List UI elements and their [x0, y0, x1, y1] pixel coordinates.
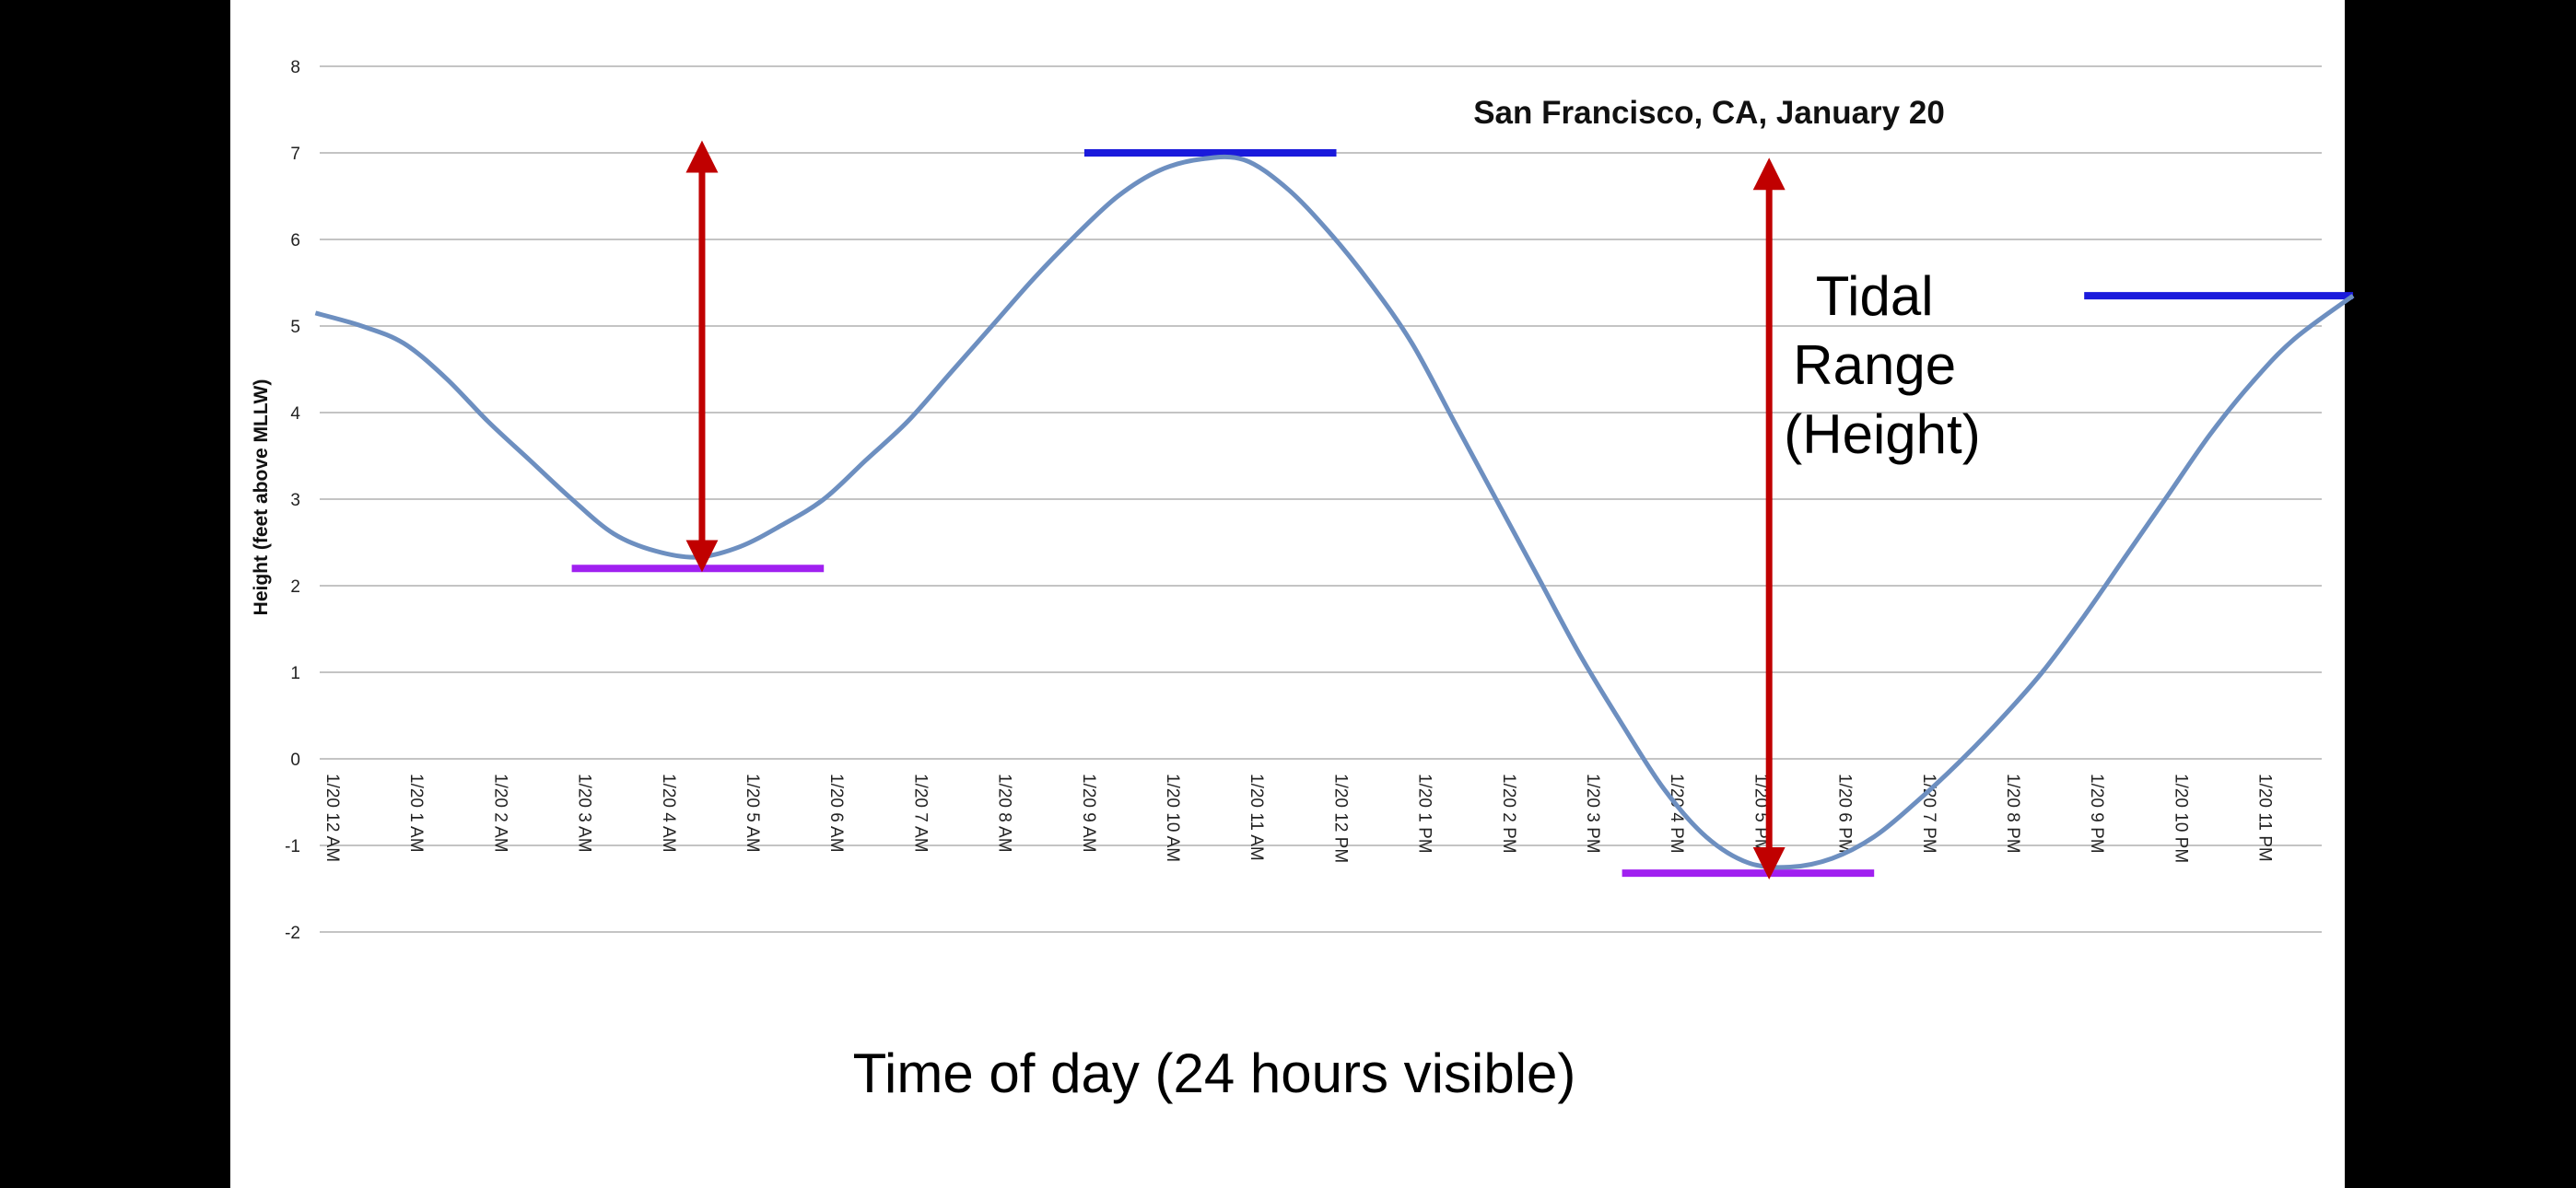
x-tick-label: 1/20 2 AM [490, 774, 509, 853]
y-tick-label: 5 [290, 318, 300, 337]
chart-title: San Francisco, CA, January 20 [1473, 95, 1945, 131]
x-tick-label: 1/20 9 PM [2087, 774, 2106, 854]
note-line-2: Range [1793, 334, 1956, 396]
range-arrows [685, 140, 1786, 879]
series-layer [314, 154, 2355, 870]
x-tick-label: 1/20 12 PM [1330, 774, 1350, 863]
y-tick-label: 1 [290, 664, 300, 683]
y-axis-label: Height (feet above MLLW) [251, 379, 272, 616]
y-tick-label: 6 [290, 231, 300, 250]
y-tick-label: 0 [290, 751, 300, 770]
x-tick-label: 1/20 6 PM [1835, 774, 1855, 854]
slide-background [230, 0, 2345, 1188]
x-tick-label: 1/20 4 AM [659, 774, 678, 853]
tidal-range-note: Tidal Range (Height) [1784, 265, 1980, 465]
x-tick-label: 1/20 6 AM [826, 774, 846, 853]
y-tick-label: 8 [290, 58, 300, 77]
x-tick-label: 1/20 9 AM [1079, 774, 1098, 853]
x-tick-label: 1/20 11 PM [2255, 774, 2275, 862]
x-tick-label: 1/20 8 AM [995, 774, 1014, 853]
y-tick-label: 2 [290, 577, 300, 597]
x-tick-label: 1/20 5 AM [743, 774, 762, 853]
x-tick-label: 1/20 3 PM [1583, 774, 1602, 854]
y-tick-label: 4 [290, 404, 300, 424]
x-tick-label: 1/20 11 AM [1247, 774, 1266, 861]
x-tick-label: 1/20 12 AM [322, 774, 342, 862]
y-tick-label: -2 [285, 924, 300, 943]
note-line-3: (Height) [1784, 403, 1980, 465]
y-tick-label: -1 [285, 837, 300, 856]
x-axis-ticks: 1/20 12 AM 1/20 1 AM 1/20 2 AM 1/20 3 AM 1/2… [322, 774, 2275, 863]
y-axis-ticks: -2 -1 0 1 2 3 4 5 6 7 8 [285, 58, 300, 943]
x-tick-label: 1/20 10 PM [2171, 774, 2190, 863]
x-tick-label: 1/20 3 AM [575, 774, 594, 853]
y-tick-label: 3 [290, 491, 300, 510]
tide-height-line [314, 154, 2355, 870]
y-tick-label: 7 [290, 145, 300, 164]
x-tick-label: 1/20 10 AM [1163, 774, 1182, 862]
note-line-1: Tidal [1816, 265, 1934, 327]
x-axis-caption: Time of day (24 hours visible) [853, 1042, 1576, 1104]
x-tick-label: 1/20 1 AM [406, 774, 426, 853]
x-tick-label: 1/20 2 PM [1499, 774, 1518, 854]
x-tick-label: 1/20 4 PM [1667, 774, 1686, 854]
level-lines [571, 149, 2354, 878]
x-tick-label: 1/20 1 PM [1415, 774, 1434, 854]
x-tick-label: 1/20 7 AM [910, 774, 930, 853]
x-tick-label: 1/20 8 PM [2003, 774, 2022, 854]
